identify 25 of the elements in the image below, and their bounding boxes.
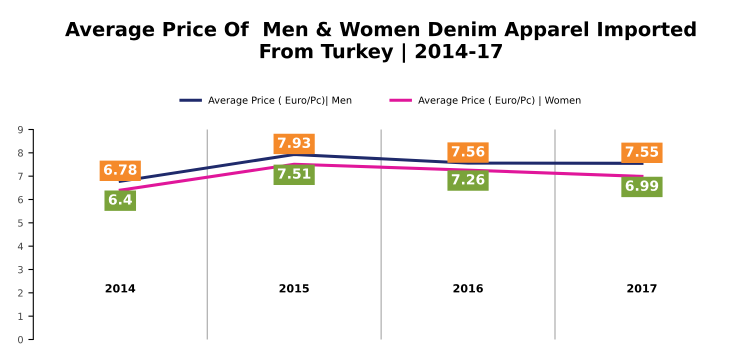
data-label: 7.55	[626, 146, 658, 157]
data-label: 7.93	[278, 137, 310, 148]
x-tick-label: 2014	[106, 284, 136, 293]
y-tick-label: 6	[18, 196, 23, 204]
x-tick-label: 2017	[627, 284, 657, 293]
y-tick-label: 2	[18, 289, 23, 297]
data-label: 6.4	[108, 194, 132, 205]
chart-title: Average Price Of Men & Women Denim Apparel Imported From Turkey | 2014-17	[65, 21, 696, 63]
legend-label: Average Price ( Euro/Pc)| Men	[208, 96, 352, 106]
y-tick-label: 3	[18, 266, 23, 274]
data-label: 7.26	[452, 174, 484, 185]
y-tick-label: 1	[18, 312, 23, 320]
x-tick-label: 2015	[280, 284, 309, 293]
data-label: 7.56	[452, 146, 484, 157]
data-label: 6.99	[626, 180, 658, 191]
y-tick-label: 4	[18, 242, 24, 250]
y-tick-label: 8	[18, 149, 23, 157]
y-tick-label: 7	[18, 172, 23, 180]
y-tick-label: 0	[18, 336, 23, 344]
data-label: 7.51	[278, 168, 310, 179]
data-label: 6.78	[104, 164, 137, 175]
legend-label: Average Price ( Euro/Pc) | Women	[418, 96, 580, 106]
y-tick-label: 5	[18, 219, 23, 227]
x-tick-label: 2016	[453, 284, 483, 293]
y-tick-label: 9	[18, 126, 23, 134]
